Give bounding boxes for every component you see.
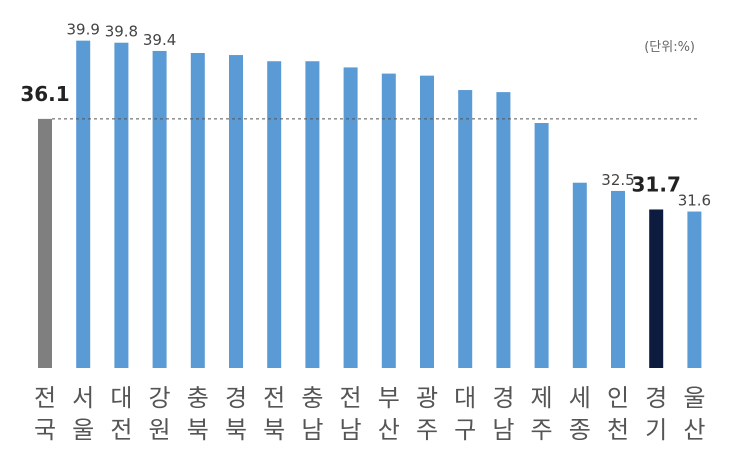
bar-2 — [114, 42, 129, 369]
category-label-0-0: 전 — [34, 384, 56, 412]
bar-0 — [38, 118, 52, 368]
bar-1 — [76, 40, 91, 368]
category-label-11-0: 대 — [454, 384, 476, 412]
category-label-11-1: 구 — [454, 416, 476, 444]
category-label-7-0: 충 — [301, 384, 323, 412]
category-label-13-0: 제 — [531, 384, 553, 412]
bar-15 — [611, 190, 625, 368]
category-label-6-0: 전 — [263, 384, 285, 412]
category-label-2-0: 대 — [110, 384, 132, 412]
data-label-2: 39.8 — [105, 23, 138, 41]
bar-5 — [229, 55, 243, 368]
category-label-12-1: 남 — [492, 416, 514, 444]
data-label-0: 36.1 — [20, 82, 69, 106]
bar-4 — [190, 53, 205, 368]
category-label-17-1: 산 — [683, 416, 705, 444]
data-label-3: 39.4 — [143, 31, 176, 49]
category-label-16-0: 경 — [645, 384, 667, 412]
bar-8 — [343, 67, 358, 368]
bar-11 — [458, 90, 473, 368]
bar-7 — [305, 61, 320, 369]
value-labels-group: 36.1 39.9 39.8 39.4 32.531.731.6 — [20, 21, 711, 210]
unit-label: (단위:%) — [644, 40, 695, 55]
data-label-17: 31.6 — [678, 192, 711, 210]
bar-14 — [572, 182, 587, 368]
category-label-5-1: 북 — [225, 416, 247, 444]
category-label-3-0: 강 — [149, 384, 171, 412]
category-label-1-1: 울 — [72, 416, 94, 444]
category-label-5-0: 경 — [225, 384, 247, 412]
category-label-15-0: 인 — [607, 384, 629, 412]
category-label-12-0: 경 — [492, 384, 514, 412]
bar-12 — [496, 92, 511, 368]
bar-16 — [649, 209, 664, 368]
bar-13 — [534, 123, 549, 368]
category-label-14-1: 종 — [569, 416, 591, 444]
category-label-4-0: 충 — [187, 384, 209, 412]
category-label-3-1: 원 — [149, 416, 171, 444]
category-label-15-1: 천 — [607, 416, 629, 444]
category-label-9-1: 산 — [378, 416, 400, 444]
bar-6 — [267, 61, 282, 369]
bar-3 — [152, 50, 167, 369]
data-label-15: 32.5 — [601, 171, 634, 189]
bar-17 — [687, 211, 702, 368]
category-label-1-0: 서 — [72, 384, 94, 412]
category-label-10-1: 주 — [416, 416, 438, 444]
data-label-16: 31.7 — [632, 172, 681, 196]
category-label-17-0: 울 — [683, 384, 705, 412]
category-label-0-1: 국 — [34, 416, 56, 444]
category-label-8-1: 남 — [340, 416, 362, 444]
category-label-4-1: 북 — [187, 416, 209, 444]
category-label-13-1: 주 — [531, 416, 553, 444]
category-label-8-0: 전 — [340, 384, 362, 412]
category-label-14-0: 세 — [569, 384, 591, 412]
category-label-7-1: 남 — [301, 416, 323, 444]
category-label-10-0: 광 — [416, 384, 438, 412]
category-label-2-1: 전 — [110, 416, 132, 444]
bar-9 — [381, 73, 396, 369]
data-label-1: 39.9 — [66, 21, 99, 39]
category-label-9-0: 부 — [378, 384, 400, 412]
category-label-16-1: 기 — [645, 416, 667, 444]
bars-group — [38, 40, 702, 369]
bar-10 — [420, 75, 434, 368]
category-label-6-1: 북 — [263, 416, 285, 444]
